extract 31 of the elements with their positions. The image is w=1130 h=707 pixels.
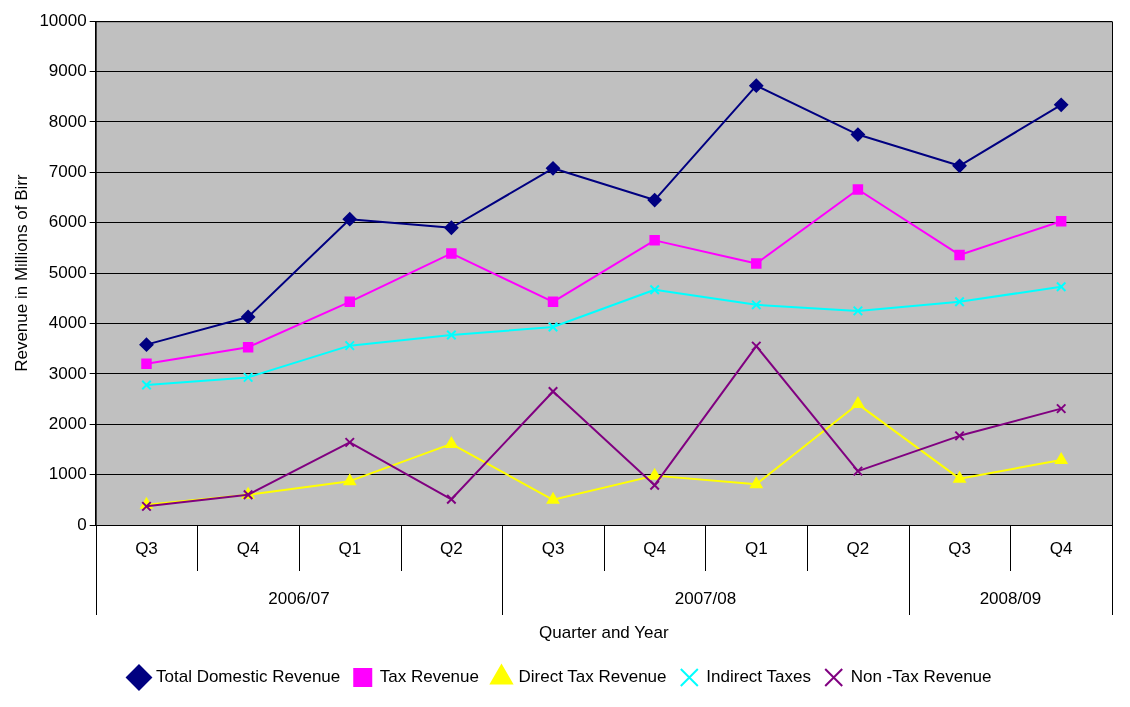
- x-tick-label: Q3: [135, 538, 158, 558]
- text: 2008/09: [979, 588, 1042, 608]
- y-tick-label: 3000: [48, 363, 87, 383]
- legend-label: Direct Tax Revenue: [518, 667, 667, 687]
- y-axis-title: Revenue in Millions of Birr: [11, 174, 31, 372]
- legend-label: Tax Revenue: [379, 667, 479, 687]
- x-tick-label: Q1: [338, 538, 362, 558]
- x-tick-label: Q2: [846, 538, 870, 558]
- y-tick-label: 0: [77, 514, 87, 534]
- x-tick-label: Q4: [1049, 538, 1073, 558]
- x-tick-label: Q3: [541, 538, 565, 558]
- y-tick-label: 1000: [48, 464, 87, 484]
- legend-label: Non -Tax Revenue: [850, 667, 992, 687]
- y-tick-label: 5000: [48, 262, 87, 282]
- y-tick-label: 4000: [48, 313, 87, 333]
- x-tick-label: Q4: [643, 538, 666, 558]
- y-tick-label: 10000: [39, 10, 87, 30]
- x-tick-label: Q3: [948, 538, 971, 558]
- y-tick-label: 2000: [48, 413, 87, 433]
- y-tick-label: 9000: [48, 61, 87, 81]
- x-axis-title: Quarter and Year: [539, 622, 669, 642]
- text: 2007/08: [674, 588, 737, 608]
- text: 2006/07: [268, 588, 330, 608]
- legend-label: Total Domestic Revenue: [156, 667, 341, 687]
- x-tick-label: Q2: [440, 538, 463, 558]
- legend-label: Indirect Taxes: [706, 667, 811, 687]
- x-tick-label: Q1: [744, 538, 768, 558]
- x-tick-label: Q4: [236, 538, 260, 558]
- y-tick-label: 6000: [48, 212, 87, 232]
- y-tick-label: 8000: [48, 111, 87, 131]
- y-tick-label: 7000: [48, 162, 87, 182]
